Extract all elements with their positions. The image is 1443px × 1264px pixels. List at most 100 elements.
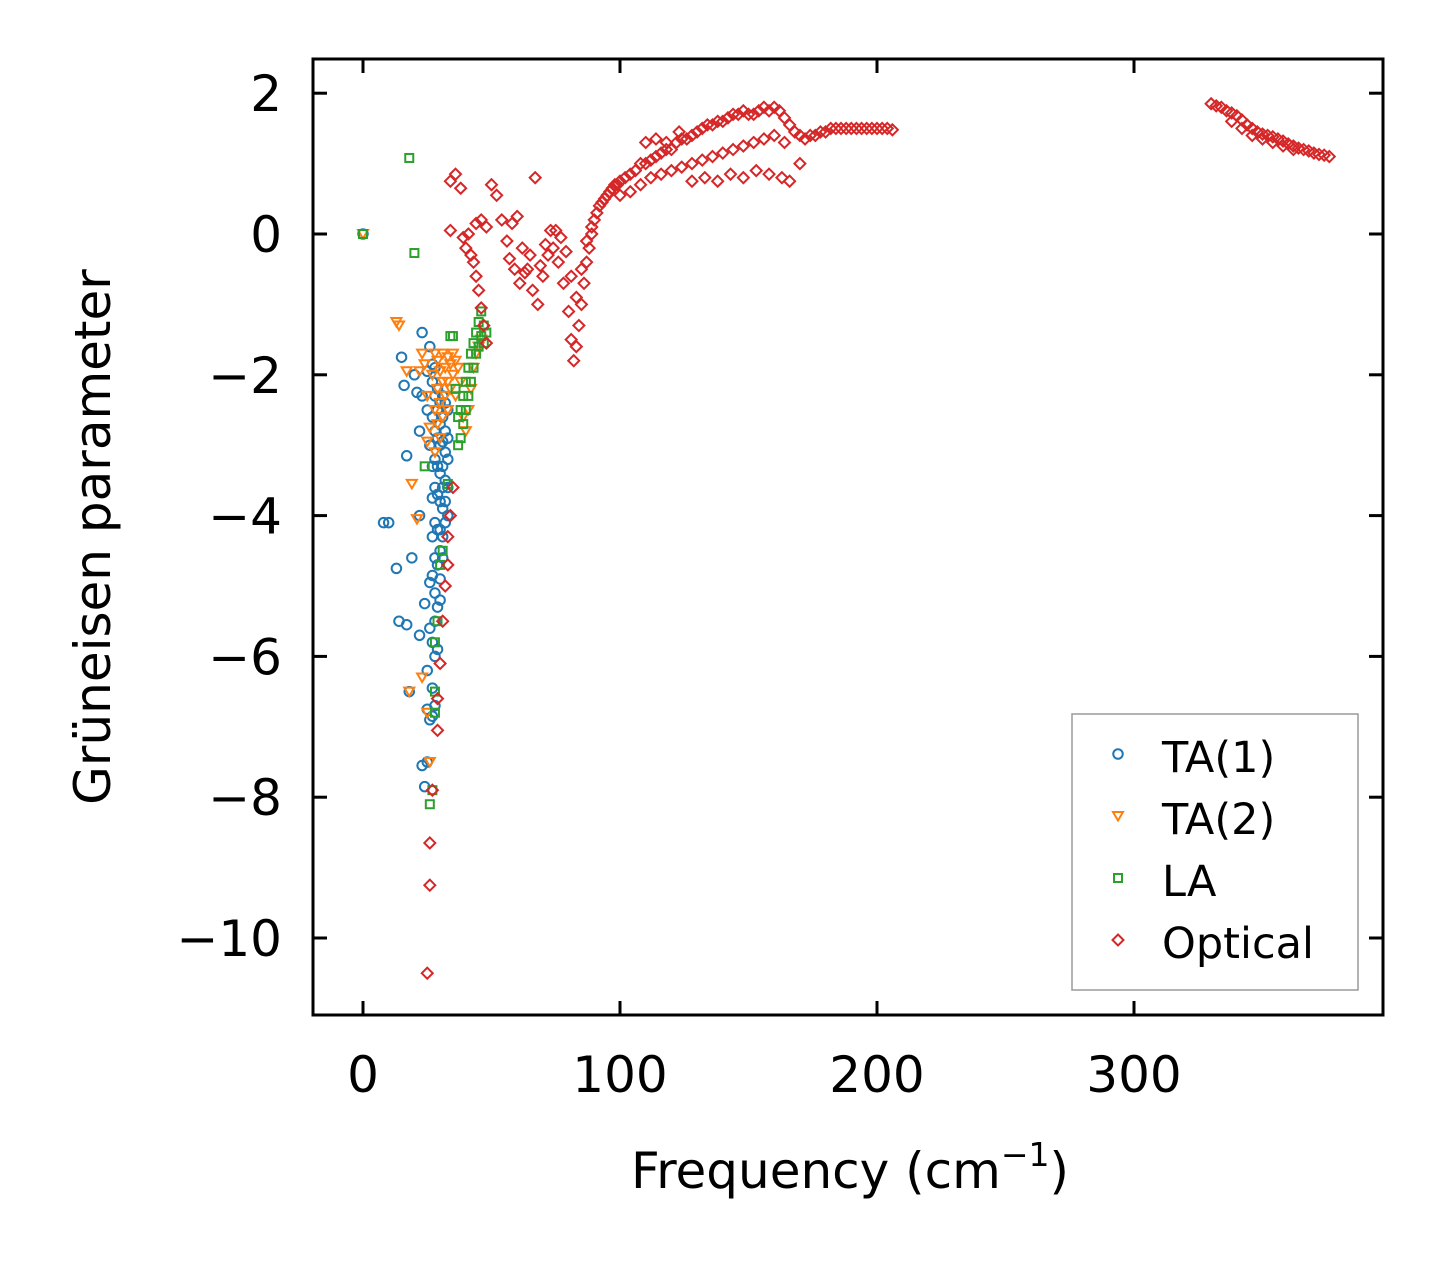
data-point <box>437 545 448 556</box>
data-point <box>726 107 740 122</box>
data-point <box>430 355 445 368</box>
x-tick-label: 100 <box>572 1046 667 1104</box>
data-point <box>844 121 859 136</box>
data-point <box>448 355 463 368</box>
data-point <box>659 142 674 157</box>
data-point <box>443 508 458 523</box>
data-point <box>533 258 548 273</box>
data-point <box>685 174 699 189</box>
data-point <box>695 121 710 136</box>
data-point <box>654 167 669 182</box>
data-point <box>425 369 440 382</box>
data-point <box>885 122 900 137</box>
data-point <box>430 419 445 431</box>
data-point <box>649 149 663 164</box>
x-tick-label: 300 <box>1086 1046 1181 1104</box>
data-point <box>409 248 420 259</box>
data-point <box>420 966 435 981</box>
data-point <box>561 304 576 319</box>
data-point <box>419 461 430 472</box>
data-point <box>466 255 481 270</box>
data-point <box>782 174 797 189</box>
data-point <box>432 616 443 627</box>
data-point <box>510 209 525 224</box>
series-la <box>358 152 492 810</box>
data-point <box>574 262 589 277</box>
data-point <box>1255 132 1270 146</box>
data-point <box>441 405 455 417</box>
data-point <box>443 383 458 396</box>
data-point <box>439 516 451 529</box>
data-point <box>458 419 469 430</box>
data-point <box>618 170 633 185</box>
data-point <box>446 480 460 495</box>
data-point <box>429 637 440 648</box>
data-point <box>422 878 437 893</box>
data-point <box>502 251 517 266</box>
series-ta-1 <box>357 228 454 793</box>
data-point <box>633 177 648 192</box>
data-point <box>569 339 584 354</box>
data-point <box>405 478 419 491</box>
data-point <box>834 121 848 136</box>
data-point <box>875 121 890 136</box>
data-point <box>439 446 451 458</box>
data-point <box>442 453 454 466</box>
data-point <box>440 557 455 572</box>
data-point <box>870 121 884 136</box>
data-point <box>679 132 694 146</box>
y-tick-label: 2 <box>250 65 282 123</box>
data-point <box>456 230 471 245</box>
data-point <box>404 152 415 163</box>
data-point <box>436 530 449 543</box>
data-point <box>390 562 403 575</box>
data-point <box>669 135 684 150</box>
data-point <box>746 107 761 122</box>
data-point <box>839 121 854 136</box>
data-point <box>428 405 442 417</box>
legend-marker-3 <box>1113 873 1123 883</box>
data-point <box>710 114 725 129</box>
data-point <box>623 184 638 199</box>
data-point <box>690 125 705 139</box>
data-point <box>434 495 446 508</box>
legend-label-1: TA(1) <box>1161 733 1275 783</box>
data-point <box>435 559 446 570</box>
data-point <box>465 348 476 359</box>
y-tick-label: −8 <box>208 769 282 827</box>
data-point <box>710 174 725 189</box>
data-point <box>762 167 776 182</box>
data-point <box>469 269 483 284</box>
y-tick-label: −4 <box>208 488 282 546</box>
data-point <box>402 686 417 699</box>
data-point <box>854 121 869 136</box>
data-point <box>515 241 530 255</box>
data-point <box>723 167 738 182</box>
data-point <box>463 390 474 401</box>
data-point <box>777 135 792 150</box>
data-point <box>726 142 740 157</box>
data-point <box>460 376 471 387</box>
data-point <box>530 297 545 312</box>
y-axis-label: Grüneisen parameter <box>64 269 122 805</box>
x-axis-label-main: Frequency (cm <box>631 1142 1001 1200</box>
data-point <box>425 783 440 798</box>
data-point <box>749 163 764 178</box>
data-point <box>438 390 452 403</box>
data-point <box>623 167 638 182</box>
data-point <box>813 125 828 139</box>
data-point <box>736 170 751 185</box>
data-point <box>577 276 591 291</box>
data-point <box>416 326 428 339</box>
data-point <box>438 579 453 593</box>
data-point <box>543 223 558 238</box>
data-point <box>423 422 437 435</box>
data-point <box>638 135 653 150</box>
data-point <box>435 614 450 629</box>
data-point <box>455 433 466 444</box>
data-point <box>584 220 599 234</box>
data-point <box>436 552 449 564</box>
data-point <box>864 121 879 136</box>
data-point <box>767 128 782 143</box>
